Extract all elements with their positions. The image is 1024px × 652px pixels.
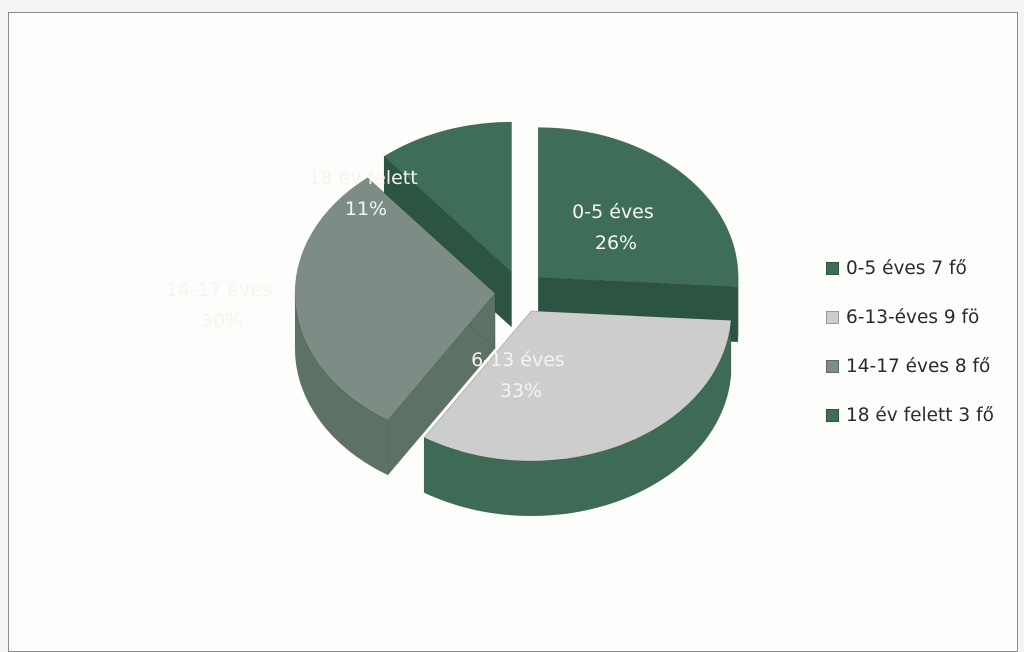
slice-6-13 xyxy=(423,310,732,517)
slice-label-0-5: 0-5 éves 26% xyxy=(572,201,660,254)
slice-top xyxy=(294,177,496,421)
slice-top xyxy=(423,310,732,462)
slice-top xyxy=(537,127,739,288)
legend-item: 14-17 éves 8 fő xyxy=(826,354,994,378)
slice-label-18-felett: 18 év felett 11% xyxy=(308,167,423,220)
legend-label: 18 év felett 3 fő xyxy=(846,404,994,426)
legend-label: 0-5 éves 7 fő xyxy=(846,257,967,279)
legend-item: 0-5 éves 7 fő xyxy=(826,256,994,280)
slice-top xyxy=(383,121,512,273)
slice-14-17 xyxy=(294,177,496,476)
legend-swatch xyxy=(826,408,839,422)
legend-swatch xyxy=(826,261,839,275)
legend-item: 6-13-éves 9 fö xyxy=(826,305,994,329)
legend-swatch xyxy=(826,310,839,324)
legend-label: 6-13-éves 9 fö xyxy=(846,306,980,328)
slice-0-5 xyxy=(537,127,739,343)
legend-swatch xyxy=(826,359,839,373)
legend: 0-5 éves 7 fő 6-13-éves 9 fö 14-17 éves … xyxy=(826,256,994,452)
slice-label-14-17: 14-17 éves 30% xyxy=(166,279,278,332)
chart-area xyxy=(8,12,1018,652)
legend-item: 18 év felett 3 fő xyxy=(826,403,994,427)
slice-label-6-13: 6-13 éves 33% xyxy=(471,349,571,402)
legend-label: 14-17 éves 8 fő xyxy=(846,355,991,377)
